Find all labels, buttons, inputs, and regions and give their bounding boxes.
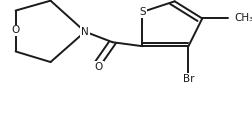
Text: O: O (11, 25, 20, 35)
Text: Br: Br (182, 74, 194, 84)
Text: CH₃: CH₃ (234, 13, 252, 23)
Text: O: O (94, 62, 103, 72)
Text: S: S (139, 7, 145, 17)
Text: N: N (81, 27, 88, 37)
